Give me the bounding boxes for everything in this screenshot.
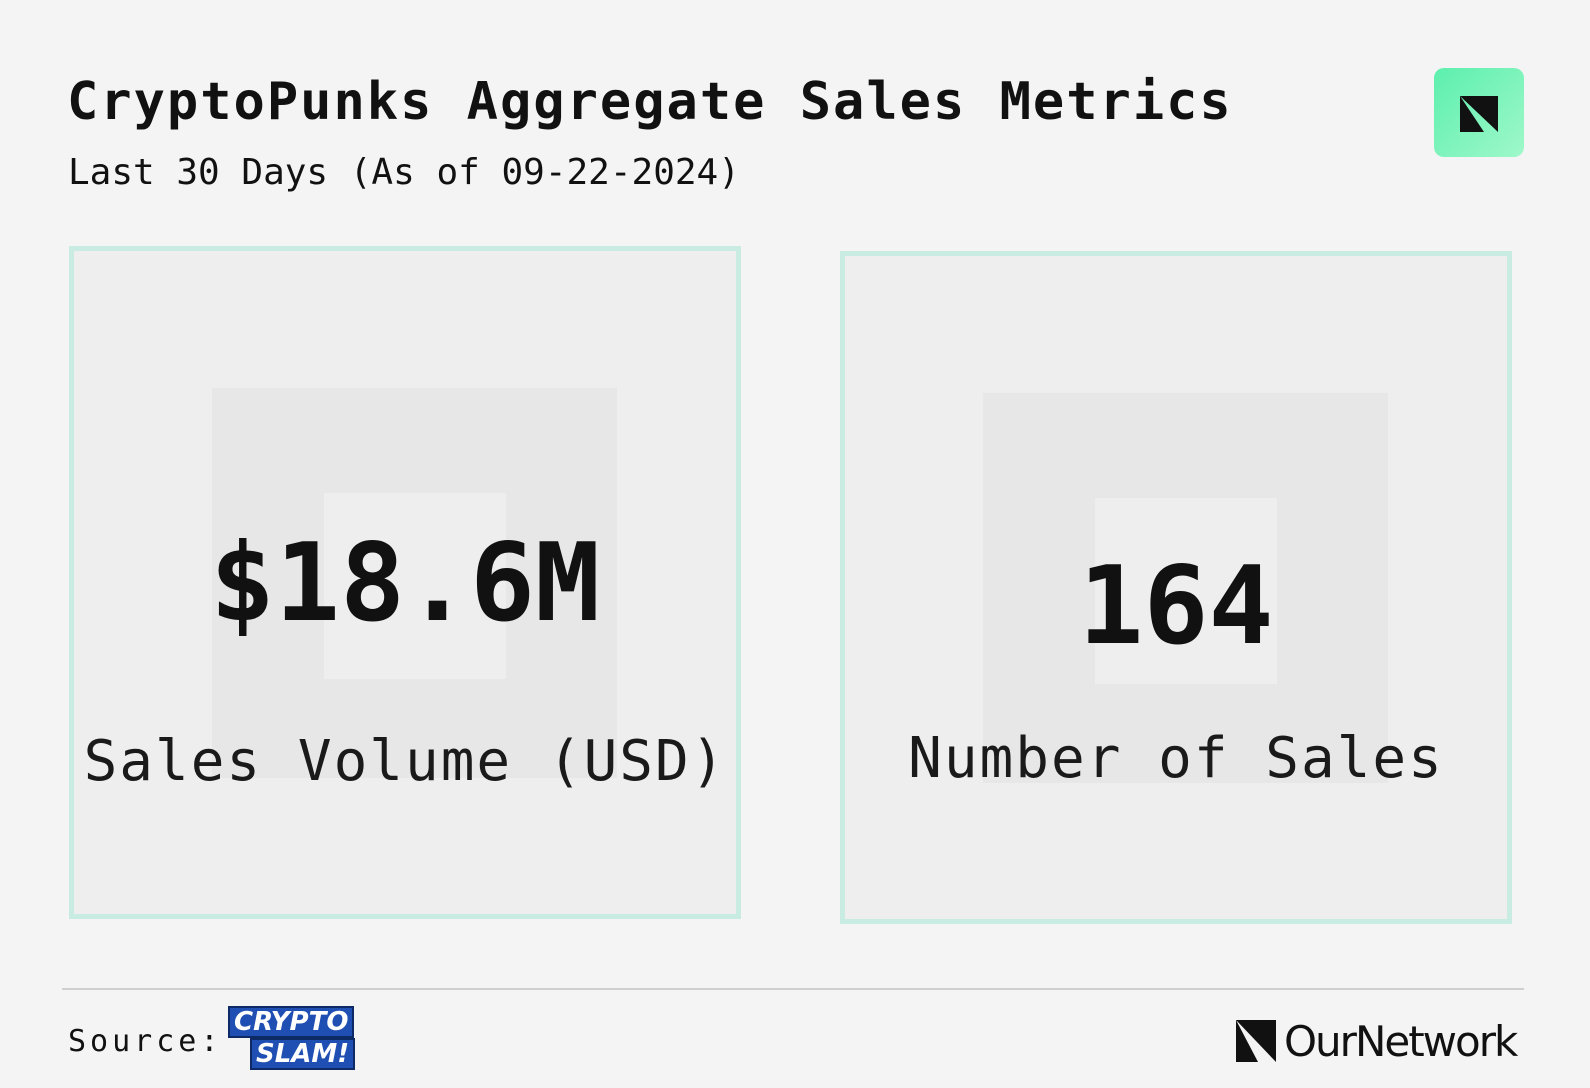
brand: OurNetwork <box>1236 1016 1518 1066</box>
metric-card: 164 Number of Sales <box>840 251 1512 924</box>
logo-mark <box>1460 96 1498 132</box>
metric-label: Number of Sales <box>908 726 1444 791</box>
divider <box>62 988 1524 990</box>
metric-value: 164 <box>1078 544 1274 669</box>
metric-label: Sales Volume (USD) <box>83 729 727 794</box>
watermark <box>324 493 506 679</box>
brand-name: OurNetwork <box>1284 1016 1518 1066</box>
source-label: Source: <box>68 1024 223 1059</box>
metric-value: $18.6M <box>209 521 601 646</box>
logo <box>1434 68 1524 157</box>
title: CryptoPunks Aggregate Sales Metrics <box>67 72 1233 132</box>
source-logo: CRYPTO SLAM! <box>228 1006 360 1072</box>
metric-card: $18.6M Sales Volume (USD) <box>69 246 741 919</box>
source-logo-text: CRYPTO <box>228 1006 355 1038</box>
source-logo-text: SLAM! <box>250 1038 356 1070</box>
watermark <box>1095 498 1277 684</box>
subtitle: Last 30 Days (As of 09-22-2024) <box>68 152 740 193</box>
brand-mark <box>1236 1020 1276 1062</box>
